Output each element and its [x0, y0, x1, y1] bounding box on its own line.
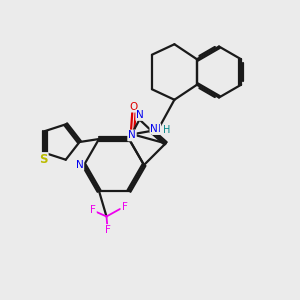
Text: S: S	[39, 153, 48, 166]
Text: F: F	[90, 206, 96, 215]
Text: N: N	[152, 124, 160, 134]
Text: F: F	[122, 202, 128, 212]
Text: H: H	[163, 125, 171, 135]
Text: O: O	[130, 102, 138, 112]
Text: N: N	[76, 160, 83, 170]
Text: N: N	[150, 124, 158, 134]
Text: N: N	[128, 130, 136, 140]
Text: N: N	[136, 110, 144, 120]
Text: F: F	[105, 225, 111, 235]
